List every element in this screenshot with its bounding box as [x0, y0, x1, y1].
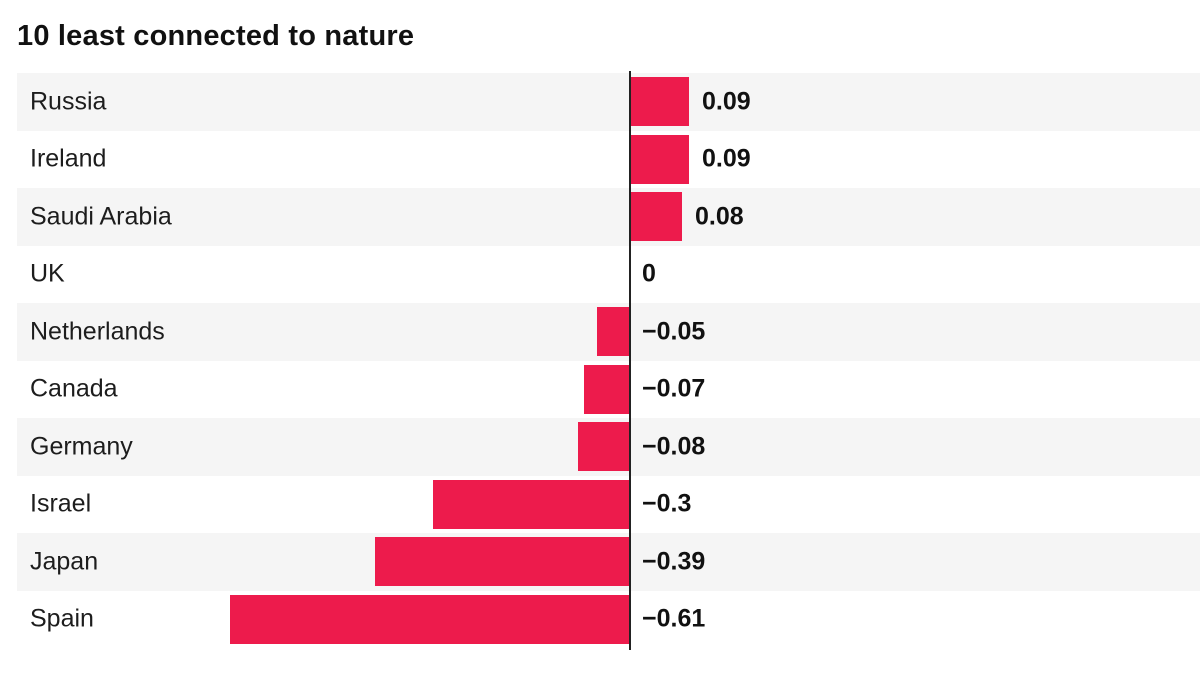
value-label: 0.09 [702, 87, 751, 116]
value-label: −0.05 [642, 317, 706, 346]
chart-row: Japan −0.39 [0, 533, 1200, 591]
country-label: Netherlands [30, 317, 165, 346]
chart-row: Saudi Arabia 0.08 [0, 188, 1200, 246]
row-background-band [17, 188, 1200, 246]
row-background-band [17, 130, 1200, 188]
value-label: −0.07 [642, 374, 706, 403]
chart-row: Germany −0.08 [0, 418, 1200, 476]
value-label: −0.3 [642, 489, 692, 518]
value-label: −0.61 [642, 604, 706, 633]
chart-row: Russia 0.09 [0, 73, 1200, 131]
chart-row: UK 0 [0, 245, 1200, 303]
country-label: Saudi Arabia [30, 202, 172, 231]
value-label: 0.08 [695, 202, 744, 231]
chart-row: Ireland 0.09 [0, 130, 1200, 188]
chart-row: Netherlands −0.05 [0, 303, 1200, 361]
row-background-band [17, 73, 1200, 131]
bar [630, 77, 689, 126]
country-label: Russia [30, 87, 107, 116]
bar [230, 594, 630, 644]
value-label: −0.08 [642, 432, 706, 461]
country-label: Spain [30, 604, 94, 633]
chart-row: Israel −0.3 [0, 475, 1200, 533]
bar [433, 479, 630, 529]
bar [630, 134, 689, 184]
bar [584, 364, 630, 414]
chart-row: Spain −0.61 [0, 590, 1200, 648]
country-label: Canada [30, 374, 118, 403]
bar-chart: Russia 0.09 Ireland 0.09 Saudi Arabia 0.08 UK 0… [0, 71, 1200, 650]
chart-row: Canada −0.07 [0, 360, 1200, 418]
country-label: Ireland [30, 144, 107, 173]
value-label: −0.39 [642, 547, 706, 576]
country-label: Israel [30, 489, 92, 518]
value-label: 0.09 [702, 144, 751, 173]
country-label: Germany [30, 432, 133, 461]
bar [578, 422, 630, 471]
bar [375, 537, 630, 586]
zero-baseline [629, 71, 631, 650]
chart-title: 10 least connected to nature [17, 20, 415, 52]
country-label: Japan [30, 547, 99, 576]
row-background-band [17, 245, 1200, 303]
value-label: 0 [642, 259, 656, 288]
bar [630, 192, 682, 241]
bar [597, 307, 630, 356]
country-label: UK [30, 259, 65, 288]
